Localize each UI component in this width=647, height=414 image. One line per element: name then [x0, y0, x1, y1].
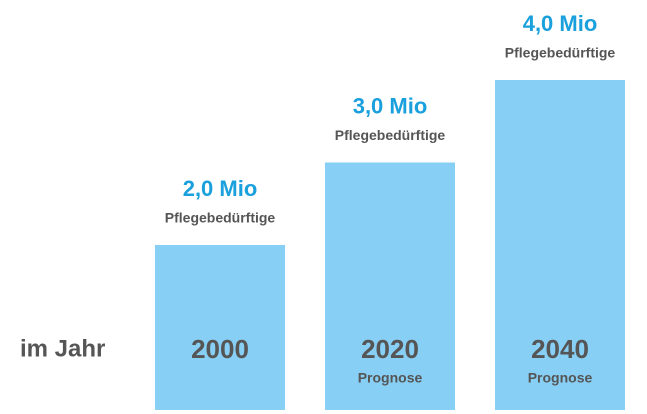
value-note: Pflegebedürftige: [165, 210, 276, 226]
category-label: 2000: [191, 334, 249, 364]
category-note: Prognose: [528, 370, 593, 386]
value-note: Pflegebedürftige: [335, 127, 446, 143]
category-label: 2040: [531, 334, 589, 364]
value-label: 4,0 Mio: [523, 11, 598, 36]
category-note: Prognose: [358, 370, 423, 386]
category-label: 2020: [361, 334, 419, 364]
value-label: 3,0 Mio: [353, 93, 428, 118]
value-label: 2,0 Mio: [183, 176, 258, 201]
bar: [495, 80, 625, 410]
bar: [325, 162, 455, 410]
value-note: Pflegebedürftige: [505, 45, 616, 61]
x-axis-label: im Jahr: [20, 335, 105, 362]
bar: [155, 245, 285, 410]
